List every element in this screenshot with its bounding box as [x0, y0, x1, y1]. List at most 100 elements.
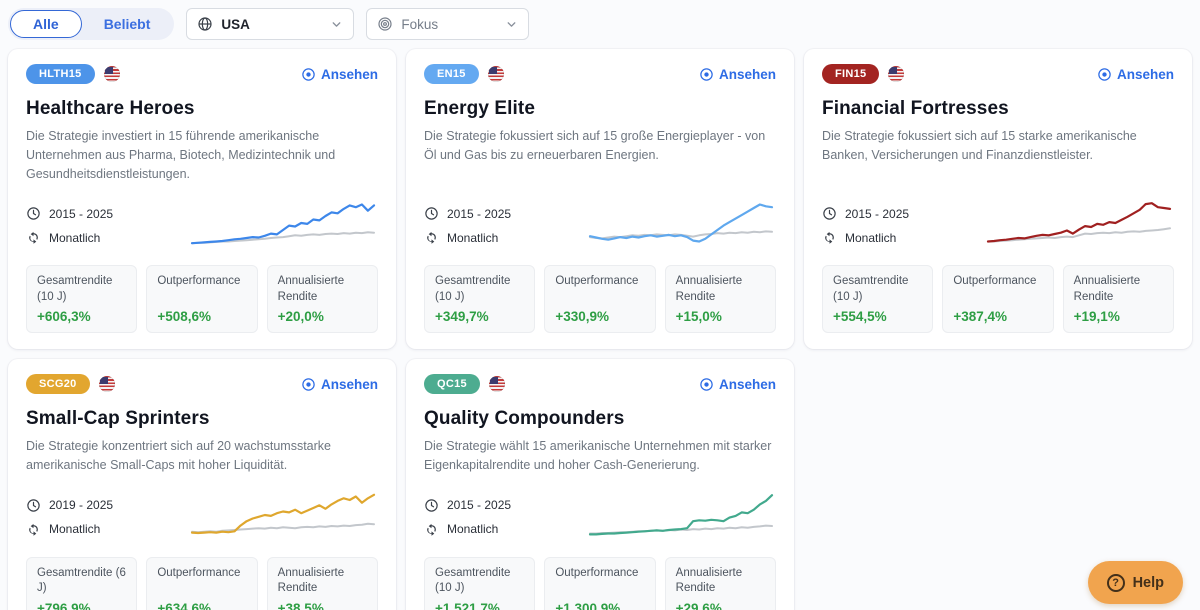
- stat-label: Gesamtrendite (6 J): [37, 566, 126, 595]
- stats-row: Gesamtrendite (10 J) +1.521,7% Outperfor…: [424, 556, 776, 610]
- stat-box: Outperformance +1.300,9%: [544, 556, 656, 610]
- stat-box: Annualisierte Rendite +29,6%: [664, 556, 776, 610]
- stat-box: Annualisierte Rendite +20,0%: [266, 265, 378, 334]
- strategy-title: Small-Cap Sprinters: [26, 408, 210, 430]
- stat-label: Gesamtrendite (10 J): [37, 275, 113, 303]
- eye-icon: [301, 67, 316, 82]
- stat-value: +1.521,7%: [435, 600, 500, 610]
- country-select[interactable]: USA: [186, 8, 355, 40]
- stat-value: +508,6%: [157, 309, 211, 325]
- ansehen-link[interactable]: Ansehen: [301, 67, 378, 82]
- filter-alle-button[interactable]: Alle: [10, 10, 82, 38]
- ansehen-label: Ansehen: [1116, 66, 1174, 82]
- stat-box: Gesamtrendite (10 J) +606,3%: [26, 265, 138, 334]
- stat-box: Gesamtrendite (10 J) +1.521,7%: [424, 556, 536, 610]
- stat-value: +634,6%: [157, 600, 211, 610]
- question-mark-icon: ?: [1106, 573, 1125, 592]
- performance-sparkline: [588, 493, 774, 536]
- period-row: 2015 - 2025: [26, 206, 113, 221]
- focus-select[interactable]: Fokus: [366, 8, 530, 40]
- card-header: SCG20 Ansehen: [26, 374, 378, 395]
- refresh-icon: [424, 230, 439, 245]
- stat-label: Outperformance: [953, 275, 1037, 288]
- period-row: 2015 - 2025: [822, 206, 909, 221]
- view-toggle-group: Alle Beliebt: [8, 8, 175, 40]
- ansehen-link[interactable]: Ansehen: [1097, 67, 1174, 82]
- target-icon: [377, 16, 393, 32]
- stat-value: +387,4%: [953, 309, 1007, 325]
- refresh-icon: [822, 230, 837, 245]
- card-header: FIN15 Ansehen: [822, 64, 1174, 84]
- refresh-icon: [424, 522, 439, 537]
- frequency-row: Monatlich: [424, 230, 511, 245]
- ansehen-label: Ansehen: [320, 376, 378, 392]
- stat-value: +796,9%: [37, 600, 91, 610]
- ticker-badge: FIN15: [822, 64, 880, 84]
- strategy-card-grid: HLTH15 Ansehen Healthcare Heroes Die Str…: [0, 49, 1200, 610]
- stat-label: Gesamtrendite (10 J): [435, 566, 511, 595]
- period-row: 2019 - 2025: [26, 498, 113, 513]
- strategy-card-fin15: FIN15 Ansehen Financial Fortresses Die S…: [804, 49, 1192, 350]
- stat-label: Annualisierte Rendite: [675, 275, 743, 303]
- globe-icon: [197, 16, 213, 32]
- frequency-label: Monatlich: [845, 230, 897, 245]
- period-label: 2019 - 2025: [49, 498, 114, 513]
- ansehen-link[interactable]: Ansehen: [699, 377, 776, 392]
- card-header: EN15 Ansehen: [424, 64, 776, 84]
- stat-label: Gesamtrendite (10 J): [435, 275, 511, 303]
- frequency-label: Monatlich: [49, 522, 101, 537]
- strategy-title: Healthcare Heroes: [26, 98, 195, 119]
- focus-select-placeholder: Fokus: [401, 16, 439, 32]
- help-button-label: Help: [1132, 574, 1164, 591]
- stats-row: Gesamtrendite (10 J) +349,7% Outperforma…: [424, 265, 776, 334]
- stat-box: Annualisierte Rendite +38,5%: [266, 556, 378, 610]
- stat-value: +606,3%: [37, 309, 91, 325]
- stat-box: Annualisierte Rendite +19,1%: [1062, 265, 1174, 334]
- strategy-card-qc15: QC15 Ansehen Quality Compounders Die Str…: [406, 359, 794, 610]
- clock-icon: [26, 206, 41, 221]
- ticker-badge: HLTH15: [26, 64, 95, 84]
- clock-icon: [26, 498, 41, 513]
- stat-value: +38,5%: [277, 600, 324, 610]
- chevron-down-icon: [330, 18, 343, 31]
- eye-icon: [301, 377, 316, 392]
- strategy-title: Energy Elite: [424, 98, 536, 119]
- ansehen-link[interactable]: Ansehen: [301, 377, 378, 392]
- stat-box: Gesamtrendite (6 J) +796,9%: [26, 556, 138, 610]
- stat-label: Outperformance: [555, 275, 639, 288]
- frequency-row: Monatlich: [822, 230, 909, 245]
- us-flag-icon: [98, 376, 115, 393]
- frequency-row: Monatlich: [26, 230, 113, 245]
- performance-sparkline: [588, 203, 774, 243]
- ticker-badge: QC15: [424, 374, 480, 395]
- strategy-description: Die Strategie investiert in 15 führende …: [26, 129, 336, 181]
- performance-sparkline: [190, 493, 376, 534]
- stat-label: Outperformance: [157, 275, 241, 288]
- stat-box: Outperformance +387,4%: [942, 265, 1054, 334]
- period-row: 2015 - 2025: [424, 498, 511, 513]
- stat-box: Outperformance +508,6%: [146, 265, 258, 334]
- stat-label: Annualisierte Rendite: [675, 566, 743, 595]
- stats-row: Gesamtrendite (6 J) +796,9% Outperforman…: [26, 556, 378, 610]
- help-button[interactable]: ? Help: [1087, 561, 1183, 604]
- ticker-badge: SCG20: [26, 374, 90, 395]
- ansehen-label: Ansehen: [320, 66, 378, 82]
- ticker-badge: EN15: [424, 64, 479, 84]
- performance-sparkline: [986, 202, 1172, 243]
- card-header: HLTH15 Ansehen: [26, 64, 378, 84]
- meta-row: 2015 - 2025 Monatlich: [822, 183, 1174, 249]
- stat-box: Outperformance +634,6%: [146, 556, 258, 610]
- refresh-icon: [26, 522, 41, 537]
- stat-label: Outperformance: [157, 566, 241, 579]
- filter-beliebt-button[interactable]: Beliebt: [82, 10, 173, 38]
- us-flag-icon: [488, 376, 505, 393]
- clock-icon: [424, 498, 439, 513]
- frequency-row: Monatlich: [424, 522, 511, 537]
- meta-row: 2015 - 2025 Monatlich: [26, 183, 378, 249]
- stat-value: +554,5%: [833, 309, 887, 325]
- ansehen-link[interactable]: Ansehen: [699, 67, 776, 82]
- us-flag-icon: [103, 66, 120, 82]
- meta-row: 2019 - 2025 Monatlich: [26, 475, 378, 541]
- stat-box: Outperformance +330,9%: [544, 265, 656, 334]
- us-flag-icon: [888, 66, 905, 82]
